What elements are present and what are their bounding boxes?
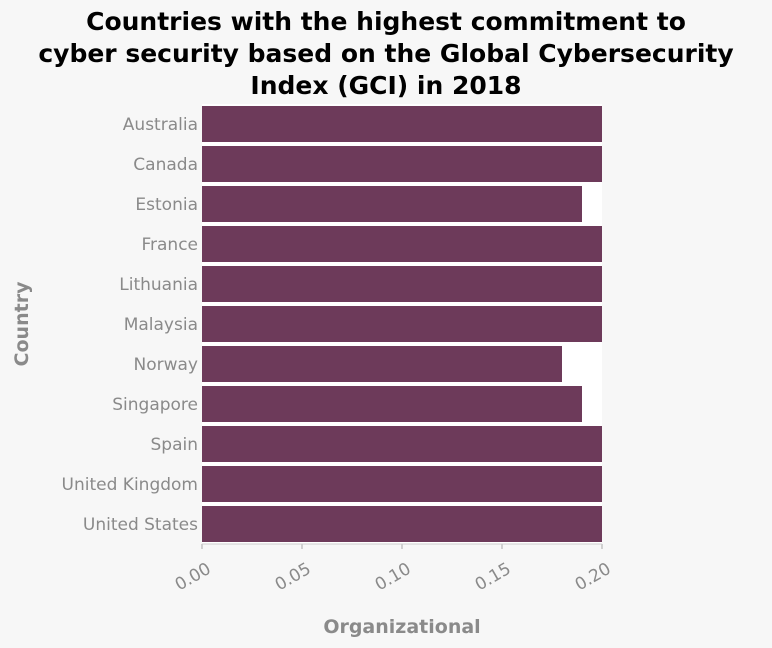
y-tick-labels: Australia Canada Estonia France Lithuania Mal…	[62, 115, 199, 535]
bar	[202, 266, 602, 302]
x-tick-label: 0.05	[272, 559, 315, 595]
bar	[202, 106, 602, 142]
bars-group	[202, 106, 602, 542]
y-tick-label: United Kingdom	[62, 475, 198, 495]
bar	[202, 306, 602, 342]
y-tick-label: Estonia	[135, 195, 198, 215]
y-tick-label: Canada	[133, 155, 198, 175]
y-tick-label: Singapore	[112, 395, 198, 415]
y-tick-label: Australia	[123, 115, 198, 135]
y-tick-label: United States	[83, 515, 198, 535]
x-axis-title: Organizational	[323, 616, 480, 638]
y-tick-label: France	[141, 235, 198, 255]
chart-title-line: Countries with the highest commitment to	[86, 7, 686, 36]
chart-title-line: cyber security based on the Global Cyber…	[38, 39, 733, 68]
bar	[202, 186, 582, 222]
y-axis-title: Country	[11, 281, 33, 367]
chart-title: Countries with the highest commitment to…	[38, 7, 733, 100]
x-tick-labels: 0.00 0.05 0.10 0.15 0.20	[172, 544, 615, 595]
bar	[202, 506, 602, 542]
bar	[202, 466, 602, 502]
y-tick-label: Norway	[134, 355, 199, 375]
bar	[202, 226, 602, 262]
y-tick-label: Spain	[151, 435, 199, 455]
y-tick-label: Malaysia	[124, 315, 198, 335]
bar	[202, 146, 602, 182]
y-tick-label: Lithuania	[119, 275, 198, 295]
x-tick-label: 0.10	[372, 559, 415, 595]
bar	[202, 346, 562, 382]
x-tick-label: 0.15	[472, 559, 515, 595]
chart-title-line: Index (GCI) in 2018	[250, 71, 521, 100]
x-tick-label: 0.00	[172, 559, 215, 595]
bar	[202, 386, 582, 422]
bar	[202, 426, 602, 462]
x-tick-label: 0.20	[572, 559, 615, 595]
